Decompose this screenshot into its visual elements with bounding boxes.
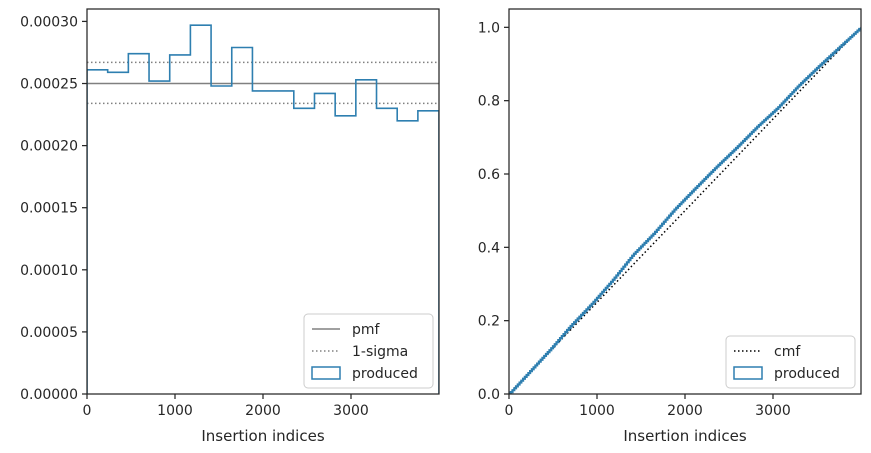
- legend: pmf 1-sigma produced: [303, 313, 434, 389]
- legend-label-pmf: pmf: [352, 322, 381, 338]
- y-tick-label: 0.00015: [20, 201, 78, 217]
- y-tick-label: 0.00005: [20, 325, 78, 341]
- x-tick-label: 0: [83, 403, 92, 419]
- plot-area: [87, 24, 439, 394]
- x-tick-label: 0: [505, 403, 514, 419]
- y-tick-label: 0.00010: [20, 263, 78, 279]
- legend-label-1-sigma: 1-sigma: [352, 344, 408, 360]
- legend: cmf produced: [725, 335, 856, 389]
- x-axis-label: Insertion indices: [623, 427, 746, 445]
- x-tick-label: 1000: [157, 403, 193, 419]
- y-tick-label: 0.4: [478, 240, 500, 256]
- y-tick-label: 0.8: [478, 94, 500, 110]
- x-tick-label: 2000: [245, 403, 281, 419]
- y-tick-label: 0.2: [478, 314, 500, 330]
- x-tick-label: 3000: [755, 403, 791, 419]
- y-tick-label: 0.00000: [20, 387, 78, 403]
- legend-handle-produced: [733, 366, 763, 380]
- y-tick-label: 0.00020: [20, 139, 78, 155]
- legend-handle-produced: [311, 366, 341, 380]
- x-axis-label: Insertion indices: [201, 427, 324, 445]
- histogram-chart: 0 1000 2000 3000 0.00000 0.00005 0.00010 0.0001…: [20, 8, 440, 445]
- x-tick-label: 2000: [667, 403, 703, 419]
- y-tick-label: 0.0: [478, 387, 500, 403]
- x-tick-label: 3000: [333, 403, 369, 419]
- x-tick-label: 1000: [579, 403, 615, 419]
- legend-label-produced: produced: [352, 366, 418, 382]
- legend-label-produced: produced: [774, 366, 840, 382]
- y-tick-label: 0.00030: [20, 14, 78, 30]
- y-tick-label: 0.00025: [20, 77, 78, 93]
- legend-box: [725, 335, 856, 389]
- y-tick-label: 0.6: [478, 167, 500, 183]
- series-produced-line: [509, 27, 861, 394]
- y-tick-label: 1.0: [478, 20, 500, 36]
- legend-box: [303, 313, 434, 389]
- legend-label-cmf: cmf: [774, 344, 801, 360]
- plot-area: [509, 26, 861, 394]
- series-produced-step: [87, 24, 439, 394]
- cumulative-chart: 0 1000 2000 3000 0.0 0.2 0.4 0.6 0.8 1.0 Insertion…: [478, 8, 862, 445]
